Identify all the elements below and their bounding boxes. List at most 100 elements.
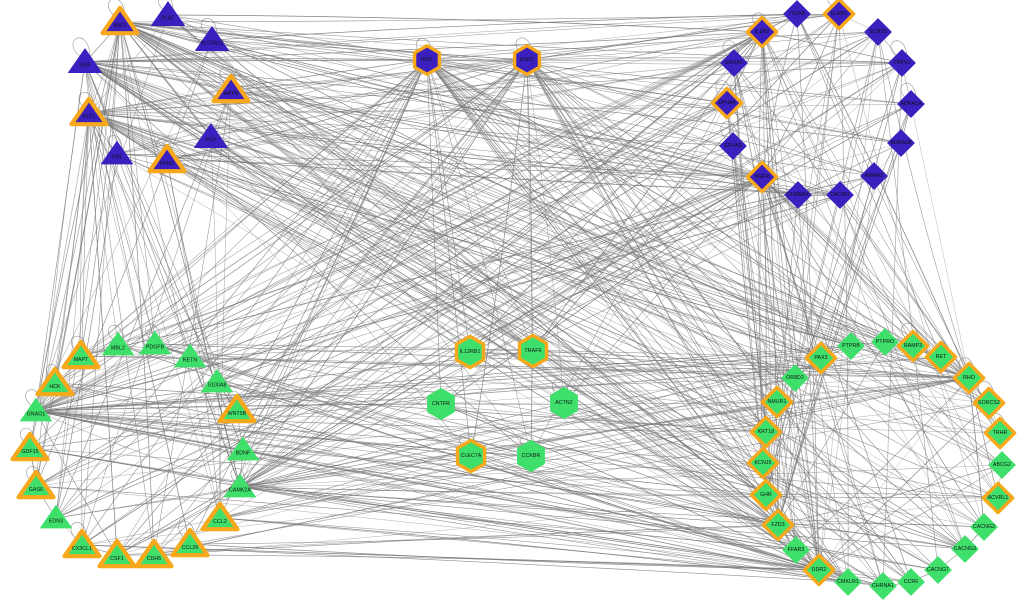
node-shape-hexagon[interactable] [412, 44, 442, 77]
node-shape-diamond[interactable] [760, 385, 794, 419]
node-shape-diamond[interactable] [802, 553, 836, 587]
graph-node-wif1[interactable]: WIF1 [100, 5, 140, 36]
node-shape-diamond[interactable] [710, 86, 744, 120]
node-shape-diamond[interactable] [988, 451, 1016, 479]
node-shape-hexagon[interactable] [517, 333, 549, 369]
node-shape-triangle[interactable] [35, 366, 75, 397]
node-shape-triangle[interactable] [101, 140, 134, 165]
node-shape-diamond[interactable] [860, 162, 888, 190]
graph-node-kcnj5[interactable]: KCNJ5 [746, 446, 780, 480]
graph-node-klrb1[interactable]: KLRB1 [822, 0, 856, 31]
graph-node-adra1b[interactable]: ADRA1B [887, 129, 915, 157]
node-shape-triangle[interactable] [200, 501, 240, 532]
node-shape-diamond[interactable] [719, 132, 747, 160]
graph-node-clec7a[interactable]: CLEC7A [455, 438, 487, 474]
graph-node-csf1[interactable]: CSF1 [97, 538, 137, 569]
node-shape-triangle[interactable] [211, 73, 251, 104]
graph-node-traf6[interactable]: TRAF6 [517, 333, 549, 369]
graph-node-esr2[interactable]: ESR2 [512, 44, 542, 77]
node-shape-triangle[interactable] [226, 436, 260, 461]
graph-node-cacng2[interactable]: CACNG2 [970, 513, 998, 541]
node-shape-triangle[interactable] [102, 331, 135, 356]
node-shape-diamond[interactable] [924, 556, 952, 584]
graph-node-cntfr[interactable]: CNTFR [427, 387, 455, 421]
node-shape-diamond[interactable] [749, 415, 783, 449]
node-shape-diamond[interactable] [952, 361, 986, 395]
node-shape-diamond[interactable] [745, 15, 779, 49]
graph-node-ngf[interactable]: NGF [68, 48, 102, 73]
node-shape-triangle[interactable] [170, 527, 210, 558]
node-shape-hexagon[interactable] [550, 386, 578, 420]
graph-node-itga8[interactable]: ITGA8 [783, 0, 811, 28]
graph-edge [219, 345, 852, 519]
node-shape-diamond[interactable] [887, 129, 915, 157]
node-shape-triangle[interactable] [193, 123, 229, 149]
node-shape-triangle[interactable] [19, 397, 52, 422]
node-shape-triangle[interactable] [62, 528, 102, 559]
graph-node-plat[interactable]: PLAT [150, 1, 186, 27]
node-shape-triangle[interactable] [147, 143, 187, 174]
node-shape-diamond[interactable] [897, 568, 925, 596]
node-shape-hexagon[interactable] [512, 44, 542, 77]
node-shape-diamond[interactable] [951, 535, 979, 563]
node-shape-triangle[interactable] [194, 26, 230, 51]
node-shape-triangle[interactable] [68, 48, 102, 73]
node-shape-diamond[interactable] [781, 364, 809, 392]
graph-node-edn3[interactable]: EDN3 [40, 504, 72, 529]
node-shape-hexagon[interactable] [517, 439, 545, 473]
node-shape-triangle[interactable] [61, 339, 101, 370]
graph-node-acvrl1[interactable]: ACVRL1 [981, 481, 1015, 515]
node-shape-diamond[interactable] [924, 340, 958, 374]
node-shape-diamond[interactable] [983, 416, 1017, 450]
node-shape-hexagon[interactable] [454, 334, 486, 370]
node-shape-diamond[interactable] [822, 0, 856, 31]
node-shape-diamond[interactable] [972, 386, 1006, 420]
node-shape-triangle[interactable] [134, 538, 174, 569]
node-shape-diamond[interactable] [970, 513, 998, 541]
graph-node-adra1a[interactable]: ADRA1A [897, 90, 925, 118]
node-shape-triangle[interactable] [173, 343, 207, 368]
graph-node-il12rb1[interactable]: IL12RB1 [454, 334, 486, 370]
node-shape-diamond[interactable] [746, 446, 780, 480]
graph-node-scn3b[interactable]: SCN3B [864, 18, 892, 46]
node-shape-diamond[interactable] [745, 160, 779, 194]
node-shape-diamond[interactable] [869, 572, 897, 600]
node-shape-triangle[interactable] [200, 368, 234, 393]
graph-node-il1r2[interactable]: IL1R2 [745, 15, 779, 49]
graph-node-ccr6[interactable]: CCR6 [897, 568, 925, 596]
node-shape-hexagon[interactable] [427, 387, 455, 421]
node-shape-diamond[interactable] [897, 90, 925, 118]
node-shape-diamond[interactable] [749, 478, 783, 512]
node-shape-triangle[interactable] [217, 393, 257, 424]
node-shape-diamond[interactable] [896, 329, 930, 363]
graph-node-trpv1[interactable]: TRPV1 [888, 49, 916, 77]
node-shape-diamond[interactable] [761, 508, 795, 542]
node-shape-triangle[interactable] [97, 538, 137, 569]
node-shape-hexagon[interactable] [455, 438, 487, 474]
node-shape-triangle[interactable] [223, 473, 257, 498]
node-shape-diamond[interactable] [834, 568, 862, 596]
graph-node-fn1[interactable]: FN1 [101, 140, 134, 165]
node-shape-diamond[interactable] [783, 0, 811, 28]
self-loop-edge [156, 138, 173, 157]
node-shape-diamond[interactable] [837, 332, 865, 360]
node-shape-triangle[interactable] [150, 1, 186, 27]
graph-node-cacng3[interactable]: CACNG3 [951, 535, 979, 563]
node-shape-diamond[interactable] [981, 481, 1015, 515]
node-shape-triangle[interactable] [16, 469, 56, 500]
node-shape-triangle[interactable] [100, 5, 140, 36]
node-shape-diamond[interactable] [826, 181, 854, 209]
node-shape-diamond[interactable] [888, 49, 916, 77]
node-shape-diamond[interactable] [871, 328, 899, 356]
node-shape-triangle[interactable] [40, 504, 72, 529]
node-shape-diamond[interactable] [784, 181, 812, 209]
graph-node-trhr[interactable]: TRHR [983, 416, 1017, 450]
node-shape-triangle[interactable] [10, 431, 50, 462]
node-shape-diamond[interactable] [864, 18, 892, 46]
graph-node-irs1[interactable]: IRS1 [412, 44, 442, 77]
node-shape-triangle[interactable] [138, 330, 172, 355]
node-shape-diamond[interactable] [804, 341, 838, 375]
node-shape-diamond[interactable] [720, 49, 748, 77]
node-shape-diamond[interactable] [782, 536, 810, 564]
node-shape-triangle[interactable] [69, 96, 109, 127]
